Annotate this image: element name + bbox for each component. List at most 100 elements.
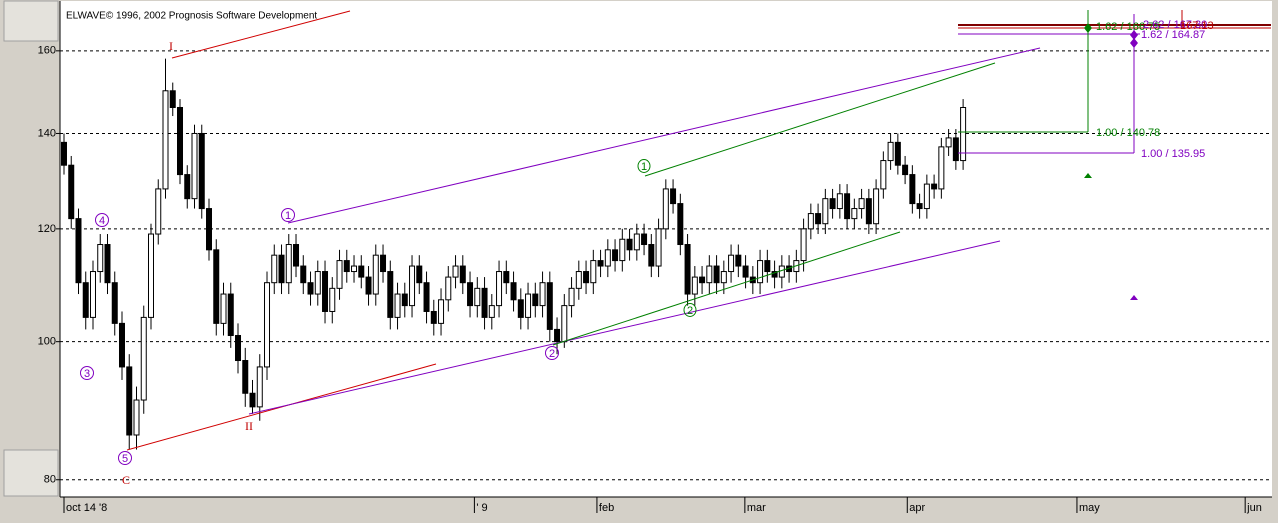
candle-body [532, 293, 539, 307]
candle-body [662, 188, 669, 230]
target-marker [1084, 173, 1092, 178]
candle-body [648, 244, 655, 267]
wave-label: 2 [687, 305, 693, 317]
plot-area [60, 1, 1272, 497]
candle-body [525, 293, 532, 318]
wave-label: 2 [549, 348, 555, 360]
candle-body [851, 208, 858, 220]
candle-body [728, 254, 735, 273]
candle-body [583, 271, 590, 284]
candle-body [546, 282, 553, 330]
trend-line [171, 10, 351, 59]
candle-body [612, 249, 619, 262]
candle-body [568, 287, 575, 307]
chart-title: ELWAVE© 1996, 2002 Prognosis Software De… [66, 11, 317, 22]
candle-body [147, 233, 154, 318]
candle-body [322, 271, 329, 312]
candle-body [300, 265, 307, 284]
candle-body [633, 233, 640, 251]
candle-body [757, 260, 764, 284]
wave-circle [683, 303, 697, 317]
candle-body [358, 265, 365, 278]
candle-body [227, 293, 234, 337]
x-tick-label: ' 9 [476, 502, 487, 514]
candle-body [858, 198, 865, 210]
x-tick-label: mar [747, 502, 766, 514]
candle-body [336, 260, 343, 289]
candle-body [677, 203, 684, 246]
candle-body [162, 90, 169, 190]
candle-body [496, 271, 503, 307]
candle-body [343, 260, 350, 273]
target-label: 1.00 / 140.78 [1096, 127, 1160, 139]
candle-body [865, 198, 872, 225]
candle-body [488, 305, 495, 318]
candle-body [82, 282, 89, 318]
y-tick-label: 100 [38, 336, 56, 348]
trend-line [287, 47, 1041, 224]
candle-body [590, 260, 597, 284]
candle-body [249, 392, 256, 408]
candle-body [945, 137, 952, 148]
wave-label: 3 [84, 368, 90, 380]
candle-body [387, 271, 394, 318]
candle-body [140, 316, 147, 401]
candle-body [691, 276, 698, 295]
candle-body [894, 141, 901, 166]
candle-body [68, 164, 75, 220]
candle-body [938, 146, 945, 190]
candle-body [264, 282, 271, 368]
candle-body [829, 198, 836, 210]
wave-circles [80, 208, 559, 465]
candle-body [880, 160, 887, 190]
wave-label: 1 [641, 161, 647, 173]
candle-body [177, 106, 184, 176]
candle-body [220, 293, 227, 324]
x-tick-label: may [1079, 502, 1100, 514]
candle-body [554, 328, 561, 343]
y-tick-label: 140 [38, 127, 56, 139]
trend-line [552, 231, 901, 346]
wave-label: I [169, 39, 173, 53]
candle-body [481, 287, 488, 318]
wave-circle [118, 451, 132, 465]
candle-body [380, 254, 387, 273]
candle-body [60, 141, 67, 166]
candle-body [735, 254, 742, 267]
candle-body [684, 244, 691, 295]
target-marker [1130, 30, 1138, 40]
candle-body [626, 238, 633, 251]
trend-line [248, 240, 1001, 415]
candle-body [909, 174, 916, 205]
candle-body [604, 249, 611, 267]
candle-body [539, 282, 546, 307]
candle-body [800, 228, 807, 262]
target-label: 1.00 / 135.95 [1141, 148, 1205, 160]
candle-body [438, 299, 445, 324]
candle-body [510, 282, 517, 301]
target-marker [1084, 23, 1092, 33]
candle-body [75, 218, 82, 284]
candle-body [503, 271, 510, 284]
candle-body [467, 282, 474, 307]
trend-line [644, 62, 996, 177]
candle-body [118, 322, 125, 368]
wave-label: C [122, 473, 130, 487]
wave-circle [545, 346, 559, 360]
candle-body [931, 183, 938, 190]
candle-body [952, 137, 959, 162]
candle-body [206, 208, 213, 251]
target-marker [1130, 38, 1138, 48]
candle-body [256, 366, 263, 408]
candle-body [365, 276, 372, 295]
target-marker [1130, 295, 1138, 300]
candle-body [89, 271, 96, 318]
candle-body [699, 276, 706, 284]
candle-body [713, 265, 720, 284]
target-label: 2.62 / 167.30 [1143, 19, 1207, 31]
candle-body [822, 198, 829, 225]
candle-body [844, 193, 851, 220]
candle-body [902, 164, 909, 176]
candle-body [517, 299, 524, 318]
candle-body [329, 287, 336, 312]
